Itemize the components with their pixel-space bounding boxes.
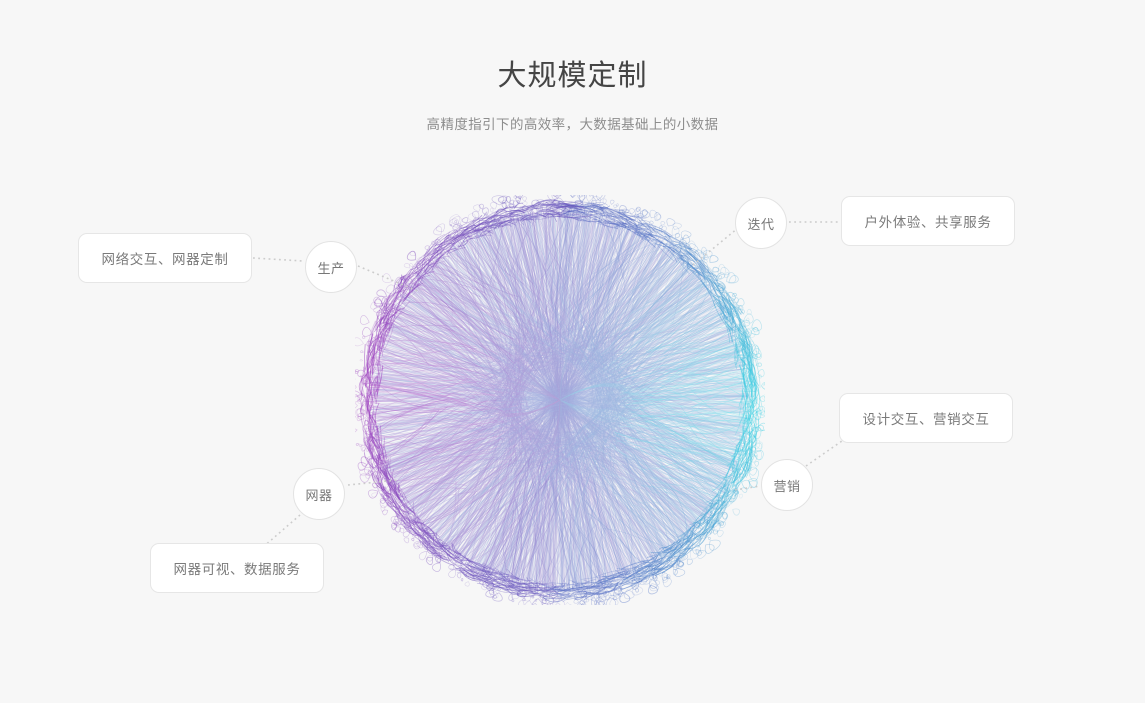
- node-circle-iteration[interactable]: 迭代: [735, 197, 787, 249]
- label-box-text: 网器可视、数据服务: [173, 562, 301, 577]
- label-box-device-visual[interactable]: 网器可视、数据服务: [150, 543, 324, 593]
- node-circle-label: 网器: [305, 487, 333, 503]
- page-title: 大规模定制: [497, 60, 648, 92]
- node-circle-label: 生产: [317, 260, 345, 276]
- label-box-text: 设计交互、营销交互: [862, 412, 990, 427]
- node-circle-device[interactable]: 网器: [293, 468, 345, 520]
- label-box-text: 户外体验、共享服务: [864, 215, 992, 230]
- label-box-design-interaction[interactable]: 设计交互、营销交互: [839, 393, 1013, 443]
- label-box-network-interaction[interactable]: 网络交互、网器定制: [78, 233, 252, 283]
- label-box-outdoor-experience[interactable]: 户外体验、共享服务: [841, 196, 1015, 246]
- connector-box-to-production: [252, 257, 304, 262]
- sphere-svg: [355, 195, 765, 605]
- node-circle-production[interactable]: 生产: [305, 241, 357, 293]
- label-box-text: 网络交互、网器定制: [101, 252, 229, 267]
- node-circle-label: 迭代: [747, 216, 775, 232]
- page-subtitle: 高精度指引下的高效率，大数据基础上的小数据: [426, 117, 719, 132]
- network-sphere-visualization: [355, 195, 765, 605]
- node-circle-label: 营销: [773, 478, 801, 494]
- node-circle-marketing[interactable]: 营销: [761, 459, 813, 511]
